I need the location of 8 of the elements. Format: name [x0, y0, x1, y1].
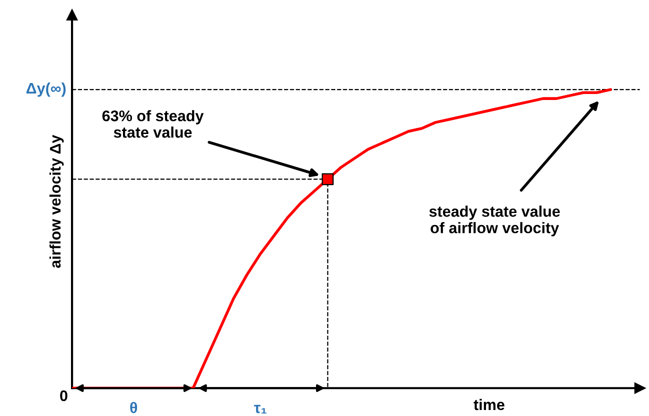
ref-line-label: Δy(∞) — [26, 82, 66, 97]
x-axis-title: time — [474, 398, 504, 410]
annotation: 63% of steady state value — [102, 110, 204, 138]
y-axis-title: airflow velocity Δy — [49, 134, 64, 268]
annotation: steady state value of airflow velocity — [429, 206, 560, 236]
text: θ — [130, 402, 138, 414]
text: 0 — [60, 390, 68, 402]
text: τ₁ — [254, 404, 266, 414]
